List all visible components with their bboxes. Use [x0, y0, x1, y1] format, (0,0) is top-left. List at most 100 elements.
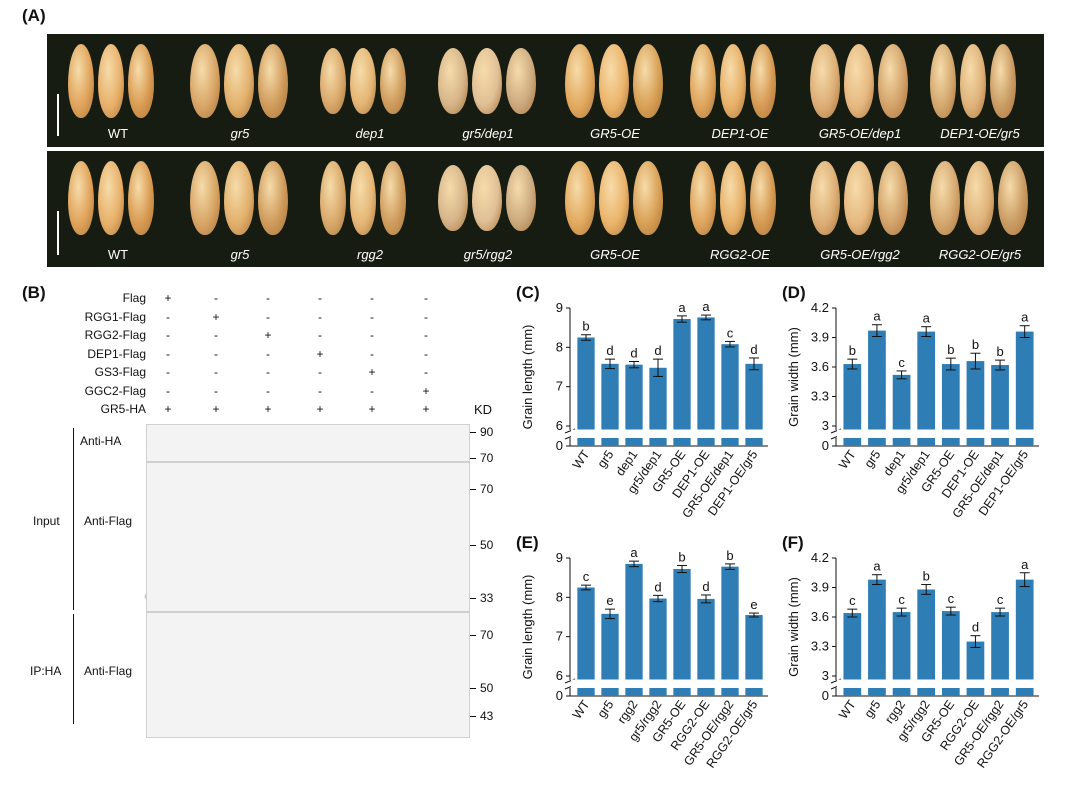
grain-seed — [380, 48, 406, 114]
y-tick-label: 7 — [556, 379, 563, 394]
marker-label: 33 — [480, 591, 494, 605]
significance-letter: d — [654, 343, 661, 358]
bar — [941, 364, 960, 446]
lane-mark: - — [424, 291, 428, 305]
grain-seed — [506, 165, 536, 231]
grain-seed — [930, 44, 956, 118]
lane-mark: - — [166, 328, 170, 342]
grain-seed — [472, 48, 502, 114]
x-tick-label: gr5 — [862, 448, 884, 471]
significance-letter: a — [873, 309, 881, 324]
x-tick-label: gr5 — [595, 448, 617, 471]
grain-seed — [599, 161, 629, 235]
significance-letter: b — [996, 344, 1003, 359]
lane-mark: - — [370, 383, 374, 398]
construct-label: GS3-Flag — [94, 365, 146, 379]
marker-label: 50 — [480, 538, 494, 552]
blot-anti-ha — [146, 424, 470, 462]
construct-label: DEP1-Flag — [87, 346, 146, 361]
antibody-label-anti-ha: Anti-HA — [80, 434, 122, 448]
axis-break-gap — [571, 430, 768, 438]
grain-seed — [810, 161, 840, 235]
lane-mark: - — [370, 309, 374, 324]
bar — [745, 615, 763, 696]
panel-label-f: (F) — [782, 533, 804, 552]
significance-letter: b — [849, 343, 856, 358]
antibody-label-anti-flag-input: Anti-Flag — [84, 514, 133, 528]
grain-seed — [128, 161, 154, 235]
bar — [1015, 579, 1034, 696]
grain-seed — [565, 161, 595, 235]
y-tick-label: 3.6 — [811, 609, 829, 624]
y-tick-label: 3.9 — [811, 330, 829, 345]
significance-letter: b — [726, 548, 733, 563]
genotype-label: rgg2 — [356, 247, 384, 262]
grain-seed — [438, 48, 468, 114]
significance-letter: c — [898, 592, 905, 607]
bar — [941, 611, 960, 696]
lane-mark: - — [266, 383, 270, 398]
bar — [649, 367, 667, 446]
significance-letter: b — [923, 569, 930, 584]
marker-label: 70 — [480, 482, 494, 496]
lane-mark: - — [214, 346, 218, 361]
lane-mark: + — [264, 328, 272, 342]
input-label: Input — [33, 514, 60, 528]
y-tick-label: 3.6 — [811, 359, 829, 374]
construct-label: Flag — [122, 291, 146, 305]
grain-seed — [506, 48, 536, 114]
y-tick-label: 8 — [556, 339, 563, 354]
lane-mark: - — [424, 365, 428, 379]
axis-break-gap — [837, 430, 1039, 438]
panel-label-c: (C) — [516, 283, 540, 302]
marker-tick — [470, 598, 476, 599]
bar — [673, 569, 691, 696]
grain-seed — [224, 161, 254, 235]
marker-tick — [470, 716, 476, 717]
x-tick-label: gr5 — [595, 698, 617, 721]
marker-tick — [470, 458, 476, 459]
grain-seed — [844, 161, 874, 235]
lane-mark: - — [166, 365, 170, 379]
grain-seed — [750, 44, 776, 118]
input-bracket — [73, 428, 74, 610]
lane-mark: - — [166, 383, 170, 398]
lane-mark: + — [164, 291, 172, 305]
significance-letter: c — [727, 325, 734, 340]
bar — [601, 363, 619, 446]
grain-seed — [258, 161, 288, 235]
panel-label-b: (B) — [22, 283, 46, 302]
bar — [625, 563, 643, 696]
x-tick-label: WT — [570, 447, 593, 471]
grain-seed — [633, 161, 663, 235]
grain-seed — [190, 161, 220, 235]
x-tick-label: WT — [836, 697, 859, 721]
lane-mark: - — [318, 383, 322, 398]
bar — [991, 365, 1009, 446]
y-tick-label: 3.3 — [811, 639, 829, 654]
lane-mark: - — [318, 291, 322, 305]
construct-label: RGG2-Flag — [84, 328, 146, 342]
lane-mark: - — [214, 291, 218, 305]
significance-letter: a — [678, 300, 686, 315]
genotype-label: WT — [107, 247, 129, 262]
significance-letter: d — [606, 343, 613, 358]
y-axis-label: Grain length (mm) — [520, 575, 535, 680]
grain-seed — [844, 44, 874, 118]
significance-letter: a — [1021, 557, 1029, 572]
genotype-label: GR5-OE/rgg2 — [820, 247, 900, 262]
x-tick-label: gr5 — [862, 698, 884, 721]
bar — [843, 613, 862, 696]
axis-break-gap — [837, 680, 1039, 688]
y-tick-label: 0 — [822, 688, 829, 703]
y-tick-label: 3 — [822, 668, 829, 683]
genotype-label: gr5/dep1 — [462, 126, 514, 141]
genotype-label: DEP1-OE/gr5 — [940, 126, 1020, 141]
lane-mark: - — [266, 346, 270, 361]
lane-mark: - — [318, 309, 322, 324]
marker-label: 43 — [480, 709, 494, 723]
bar — [1015, 331, 1034, 446]
blot-input-anti-flag — [146, 462, 470, 612]
significance-letter: b — [678, 549, 685, 564]
